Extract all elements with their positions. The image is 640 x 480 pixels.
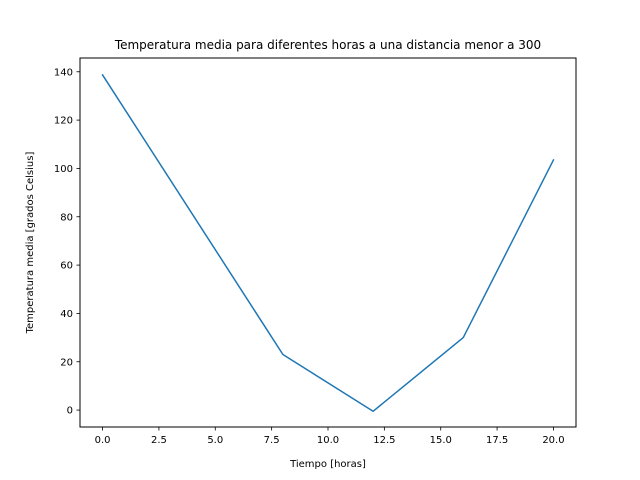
x-axis-label: Tiempo [horas] xyxy=(289,459,366,470)
y-tick-label: 100 xyxy=(54,164,73,175)
y-tick-label: 80 xyxy=(60,212,73,223)
y-tick-label: 120 xyxy=(54,116,73,127)
x-tick-label: 7.5 xyxy=(264,435,280,446)
y-tick-label: 60 xyxy=(60,261,73,272)
x-tick-label: 2.5 xyxy=(151,435,167,446)
x-tick-label: 5.0 xyxy=(207,435,223,446)
chart-title: Temperatura media para diferentes horas … xyxy=(114,38,541,52)
y-tick-label: 40 xyxy=(60,309,73,320)
y-axis-label: Temperatura media [grados Celsius] xyxy=(25,152,36,335)
y-tick-label: 20 xyxy=(60,357,73,368)
x-tick-label: 0.0 xyxy=(95,435,111,446)
series-layer xyxy=(101,73,555,413)
x-axis-ticks: 0.0 2.5 5.0 7.5 10.0 12.5 15.0 17.5 20.0 xyxy=(95,427,565,446)
y-tick-label: 0 xyxy=(67,406,73,417)
y-axis-ticks: 0 20 40 60 80 100 120 140 xyxy=(54,67,80,417)
x-tick-label: 15.0 xyxy=(430,435,452,446)
x-tick-label: 12.5 xyxy=(373,435,395,446)
x-tick-label: 20.0 xyxy=(542,435,564,446)
y-tick-label: 140 xyxy=(54,67,73,78)
x-tick-label: 17.5 xyxy=(486,435,508,446)
x-tick-label: 10.0 xyxy=(317,435,339,446)
plot-area xyxy=(80,58,576,427)
series-line xyxy=(101,73,555,413)
